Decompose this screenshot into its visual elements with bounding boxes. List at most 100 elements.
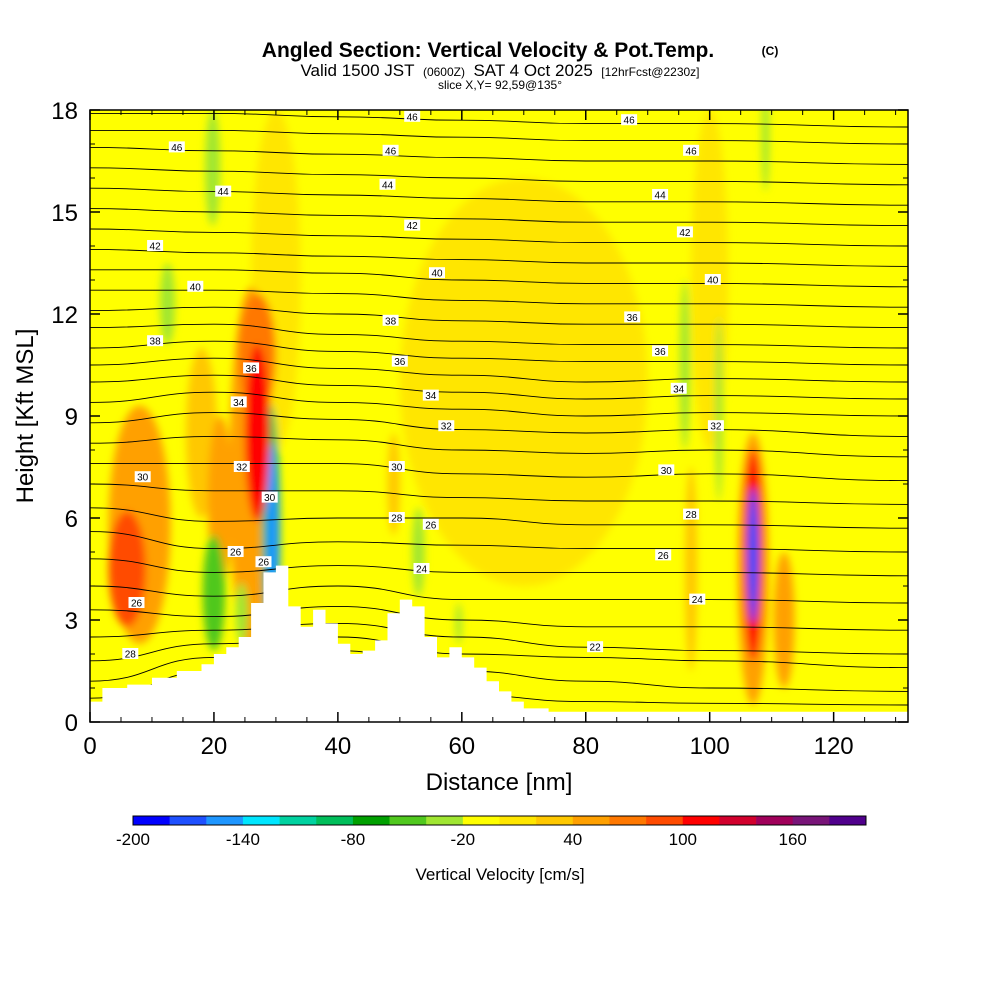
x-tick-label: 20 xyxy=(201,733,228,760)
contour-label-text: 24 xyxy=(416,565,428,576)
contour-label: 40 xyxy=(187,280,204,293)
contour-label: 28 xyxy=(388,512,405,525)
contour-label-text: 30 xyxy=(264,493,276,504)
contour-label: 30 xyxy=(658,464,675,477)
y-axis-label: Height [Kft MSL] xyxy=(12,329,39,504)
isentrope-line xyxy=(90,208,908,227)
contour-label: 34 xyxy=(422,389,439,402)
contour-label-box xyxy=(261,491,278,503)
contour-label-text: 42 xyxy=(679,228,691,239)
isentrope-line xyxy=(90,507,908,529)
contour-label-box xyxy=(134,471,151,483)
contour-label-box xyxy=(587,641,604,653)
contour-label: 26 xyxy=(422,518,439,531)
contour-label-box xyxy=(438,420,455,432)
colorbar-swatch xyxy=(536,816,574,825)
contour-label-text: 36 xyxy=(394,357,406,368)
contour-label: 42 xyxy=(676,226,693,239)
contour-label-box xyxy=(187,280,204,292)
velocity-cell xyxy=(761,110,770,192)
contour-label-text: 34 xyxy=(233,398,245,409)
colorbar-tick-label: -80 xyxy=(341,830,366,849)
colorbar-tick-label: 100 xyxy=(669,830,697,849)
contour-label-text: 32 xyxy=(441,422,453,433)
contour-label-text: 46 xyxy=(686,146,698,157)
contour-label: 26 xyxy=(255,556,272,569)
y-tick-label: 15 xyxy=(51,200,78,227)
contour-label: 26 xyxy=(128,597,145,610)
colorbar-swatch xyxy=(572,816,610,825)
colorbar-swatch xyxy=(462,816,500,825)
velocity-cell xyxy=(455,603,462,644)
contour-label-box xyxy=(388,512,405,523)
isentrope-line xyxy=(90,340,908,366)
contour-label-text: 44 xyxy=(382,180,394,191)
contour-label-text: 32 xyxy=(710,422,722,433)
velocity-cell xyxy=(235,582,248,644)
colorbar-tick-label: -140 xyxy=(226,830,260,849)
contour-label-text: 44 xyxy=(655,191,667,202)
contour-label: 26 xyxy=(227,546,244,559)
colorbar-swatch xyxy=(389,816,427,825)
velocity-cell xyxy=(412,507,425,597)
colorbar: -200 -140 -80 -20 40 100 160 xyxy=(116,815,867,849)
colorbar-swatch xyxy=(206,816,244,825)
velocity-cell xyxy=(679,280,690,450)
subtitle-utc: (0600Z) xyxy=(423,65,465,79)
colorbar-swatch xyxy=(426,816,464,825)
contour-label: 46 xyxy=(621,114,638,127)
isentrope-line xyxy=(90,558,908,577)
contour-label-box xyxy=(233,461,250,472)
contour-label: 44 xyxy=(215,185,232,198)
contour-label-box xyxy=(388,461,405,472)
contour-label: 42 xyxy=(147,240,164,253)
colorbar-tick-label: -200 xyxy=(116,830,150,849)
isentrope-line xyxy=(90,636,908,669)
chart-title-suffix: (C) xyxy=(762,44,779,58)
contour-label-box xyxy=(652,345,669,357)
contour-label: 30 xyxy=(388,461,405,474)
contour-label-text: 26 xyxy=(658,551,670,562)
contour-label-box xyxy=(227,546,244,557)
contour-label: 46 xyxy=(683,144,700,157)
colorbar-swatch xyxy=(499,816,537,825)
y-tick-label: 0 xyxy=(65,710,78,737)
contour-label-text: 30 xyxy=(391,463,403,474)
velocity-cell xyxy=(387,433,400,535)
isentrope-line xyxy=(90,269,908,288)
contour-label-box xyxy=(429,267,445,279)
contour-label: 30 xyxy=(134,471,151,484)
contour-label-box xyxy=(382,144,399,156)
x-tick-label: 80 xyxy=(572,733,599,760)
contour-label-text: 46 xyxy=(624,116,636,127)
contour-label-box xyxy=(147,240,164,251)
velocity-cell xyxy=(325,259,332,314)
colorbar-swatch xyxy=(609,816,647,825)
x-tick-label: 100 xyxy=(690,733,730,760)
contour-label: 46 xyxy=(382,144,399,157)
contour-label-text: 26 xyxy=(131,599,143,610)
subtitle-date: SAT 4 Oct 2025 xyxy=(473,61,592,80)
contour-label-text: 36 xyxy=(655,347,667,358)
contour-label: 38 xyxy=(382,314,399,327)
isentrope-line xyxy=(90,463,908,482)
colorbar-swatch xyxy=(829,816,867,825)
contour-label: 34 xyxy=(230,396,247,409)
contour-label: 24 xyxy=(413,563,430,576)
isentrope-line xyxy=(90,605,908,631)
plot-area: 46 46 46 46 46 44 44 44 42 42 42 40 40 40 38 38 36 36 36 36… xyxy=(90,110,908,722)
colorbar-swatch xyxy=(756,816,793,825)
y-tick-label: 9 xyxy=(65,404,78,431)
contour-label-box xyxy=(243,362,260,374)
contour-label-text: 22 xyxy=(590,643,602,654)
y-tick-label: 12 xyxy=(51,302,78,329)
isentrope-line xyxy=(90,622,908,655)
velocity-cell xyxy=(205,110,221,226)
contour-label-box xyxy=(168,141,185,153)
isentrope-line xyxy=(90,374,908,400)
contour-label-box xyxy=(128,597,145,608)
contour-label-box xyxy=(404,110,421,122)
colorbar-tick-label: 160 xyxy=(779,830,807,849)
contour-label: 44 xyxy=(379,178,396,191)
colorbar-label: Vertical Velocity [cm/s] xyxy=(415,865,584,884)
